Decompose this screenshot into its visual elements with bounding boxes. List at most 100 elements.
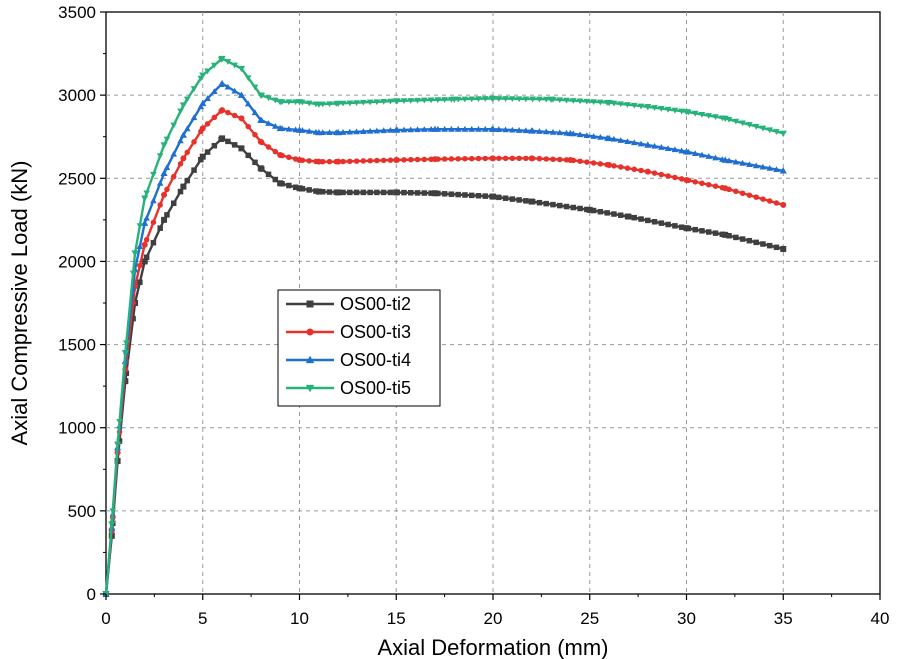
x-tick-label: 5 (198, 609, 207, 628)
data-point (678, 224, 685, 230)
data-point (549, 128, 557, 135)
data-point (387, 157, 394, 163)
data-point (766, 242, 773, 249)
x-tick-label: 15 (387, 609, 406, 628)
data-point (590, 99, 597, 106)
data-point (276, 124, 284, 132)
data-point (272, 176, 279, 183)
data-point (414, 126, 421, 133)
data-point (563, 203, 570, 210)
data-point (542, 96, 550, 103)
data-point (759, 163, 767, 170)
data-point (624, 138, 631, 145)
data-point (475, 192, 482, 199)
data-point (570, 98, 577, 104)
data-point (211, 142, 218, 149)
data-point (576, 131, 584, 138)
data-point (584, 159, 590, 165)
data-point (617, 164, 624, 170)
data-point (495, 126, 503, 132)
data-point (651, 142, 658, 149)
y-tick-label: 3000 (58, 86, 96, 105)
data-point (779, 167, 787, 174)
data-point (658, 144, 665, 150)
data-point (315, 101, 323, 108)
data-point (590, 207, 597, 214)
data-point (237, 91, 246, 98)
data-point (179, 102, 187, 109)
data-point (606, 161, 613, 168)
x-tick-label: 30 (677, 609, 696, 628)
data-point (272, 123, 279, 129)
data-point (401, 157, 407, 163)
data-point (462, 155, 468, 162)
data-point (780, 201, 787, 208)
data-point (163, 136, 171, 143)
data-point (204, 68, 211, 75)
data-point (698, 151, 706, 158)
data-point (682, 109, 691, 116)
data-point (177, 137, 184, 144)
data-point (387, 127, 394, 133)
data-point (611, 163, 617, 169)
data-point (414, 190, 421, 196)
data-point (245, 152, 251, 159)
data-point (191, 167, 197, 173)
data-point (163, 164, 171, 171)
data-point (334, 128, 342, 136)
data-point (753, 239, 759, 246)
data-point (644, 168, 651, 175)
data-point (218, 79, 226, 87)
data-point (468, 155, 475, 162)
data-point (231, 112, 238, 119)
data-point (170, 150, 178, 157)
data-point (421, 190, 428, 196)
data-point (617, 101, 625, 108)
data-point (597, 208, 604, 215)
legend-swatch-marker (305, 355, 315, 364)
data-point (177, 161, 184, 167)
data-point (295, 99, 304, 106)
data-point (475, 96, 482, 103)
data-point (605, 99, 613, 107)
data-point (468, 125, 476, 132)
data-point (523, 155, 529, 162)
data-point (597, 99, 604, 106)
data-point (367, 189, 373, 196)
data-point (225, 138, 231, 145)
data-point (528, 198, 535, 205)
data-point (296, 185, 303, 192)
data-point (752, 162, 760, 169)
data-point (407, 126, 415, 133)
data-point (692, 179, 698, 185)
data-point (427, 97, 435, 104)
data-point (393, 156, 400, 163)
data-point (496, 155, 502, 162)
legend-items: OS00-ti2 OS00-ti3 OS00-ti4 OS00-ti5 (286, 294, 411, 398)
data-point (334, 100, 342, 108)
data-point (161, 216, 168, 223)
data-point (543, 200, 549, 207)
data-point (566, 129, 574, 137)
data-point (536, 199, 543, 206)
legend-item: OS00-ti2 (286, 294, 411, 314)
data-point (141, 258, 148, 265)
data-point (577, 205, 583, 212)
data-point (455, 191, 461, 198)
data-point (335, 189, 342, 196)
data-point (315, 128, 323, 136)
data-point (725, 116, 733, 123)
data-point (277, 152, 284, 159)
data-point (346, 100, 354, 107)
data-point (542, 128, 550, 135)
data-point (475, 155, 482, 162)
data-point (190, 86, 198, 92)
data-point (360, 158, 367, 164)
data-point (699, 228, 705, 234)
data-point (706, 229, 712, 235)
data-point (733, 188, 739, 195)
data-point (129, 270, 137, 277)
data-point (251, 109, 259, 116)
data-point (407, 98, 415, 104)
